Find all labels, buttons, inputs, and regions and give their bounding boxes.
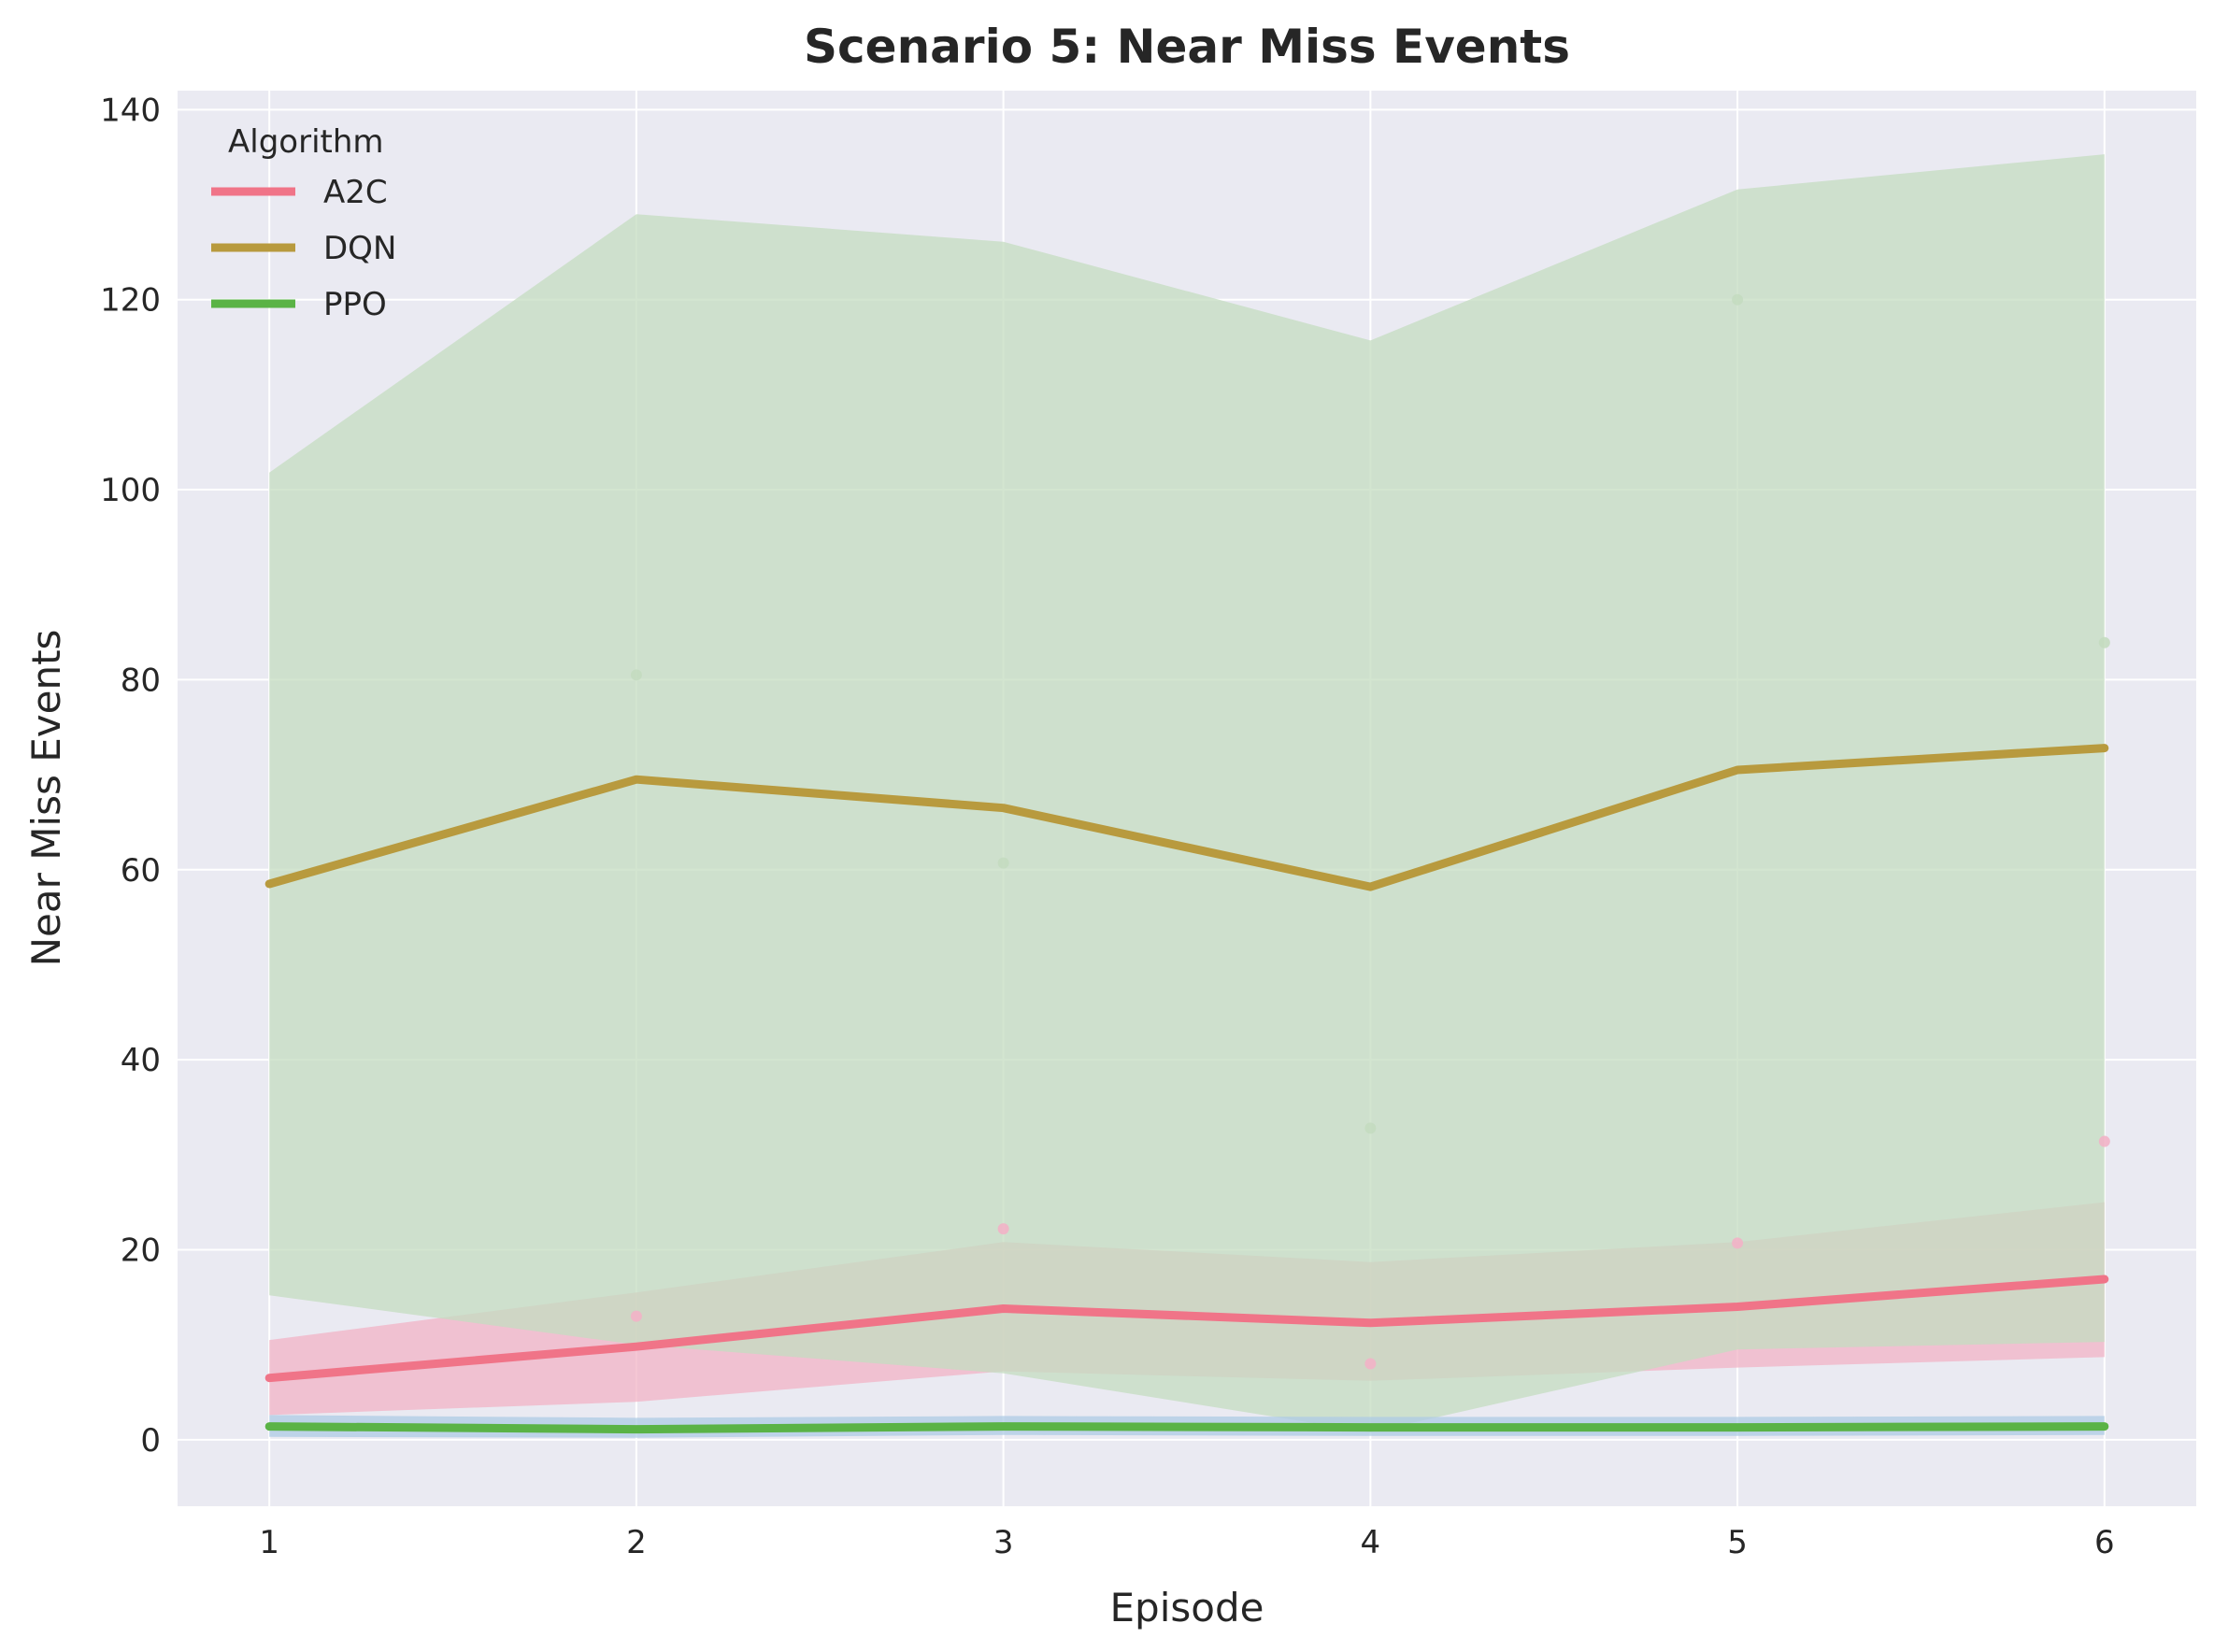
dqn-line [264, 744, 2109, 891]
y-tick-label: 140 [100, 92, 161, 129]
x-axis-label: Episode [1110, 1585, 1264, 1631]
a2c-point [1364, 1358, 1377, 1370]
x-tick-label: 3 [993, 1524, 1014, 1561]
a2c-point [630, 1310, 642, 1322]
x-tick-label: 4 [1361, 1524, 1381, 1561]
legend: Algorithm A2C DQN PPO [211, 123, 396, 323]
scatter-points [630, 293, 2110, 1370]
tick-labels: 0 20 40 60 80 100 120 140 1 2 3 4 5 6 [100, 92, 2115, 1561]
series-lines [264, 744, 2109, 1434]
dqn-point [997, 857, 1009, 869]
a2c-line [264, 1275, 2109, 1383]
y-tick-label: 120 [100, 282, 161, 320]
confidence-bands [269, 154, 2105, 1438]
dqn-point [1364, 1122, 1377, 1134]
y-tick-label: 40 [121, 1042, 161, 1079]
a2c-point [2098, 1135, 2110, 1147]
a2c-legend-label: A2C [323, 174, 388, 211]
chart-title: Scenario 5: Near Miss Events [804, 20, 1570, 74]
y-tick-label: 80 [121, 662, 161, 699]
x-tick-label: 1 [259, 1524, 279, 1561]
dqn-point [1732, 293, 1744, 306]
y-axis-label: Near Miss Events [23, 630, 69, 967]
ppo-line [264, 1422, 2109, 1434]
y-tick-label: 0 [140, 1422, 161, 1460]
x-tick-label: 5 [1727, 1524, 1748, 1561]
dqn-legend-label: DQN [323, 230, 396, 267]
x-tick-label: 6 [2094, 1524, 2115, 1561]
x-tick-label: 2 [626, 1524, 647, 1561]
a2c-point [1732, 1237, 1744, 1249]
legend-items: A2C DQN PPO [211, 174, 396, 323]
dqn-band [269, 154, 2105, 1432]
y-tick-label: 100 [100, 472, 161, 509]
y-tick-label: 20 [121, 1232, 161, 1269]
y-tick-label: 60 [121, 852, 161, 890]
dqn-point [2098, 636, 2110, 648]
legend-title: Algorithm [228, 123, 384, 161]
dqn-point [630, 669, 642, 681]
ppo-legend-label: PPO [323, 286, 387, 323]
a2c-point [997, 1223, 1009, 1235]
